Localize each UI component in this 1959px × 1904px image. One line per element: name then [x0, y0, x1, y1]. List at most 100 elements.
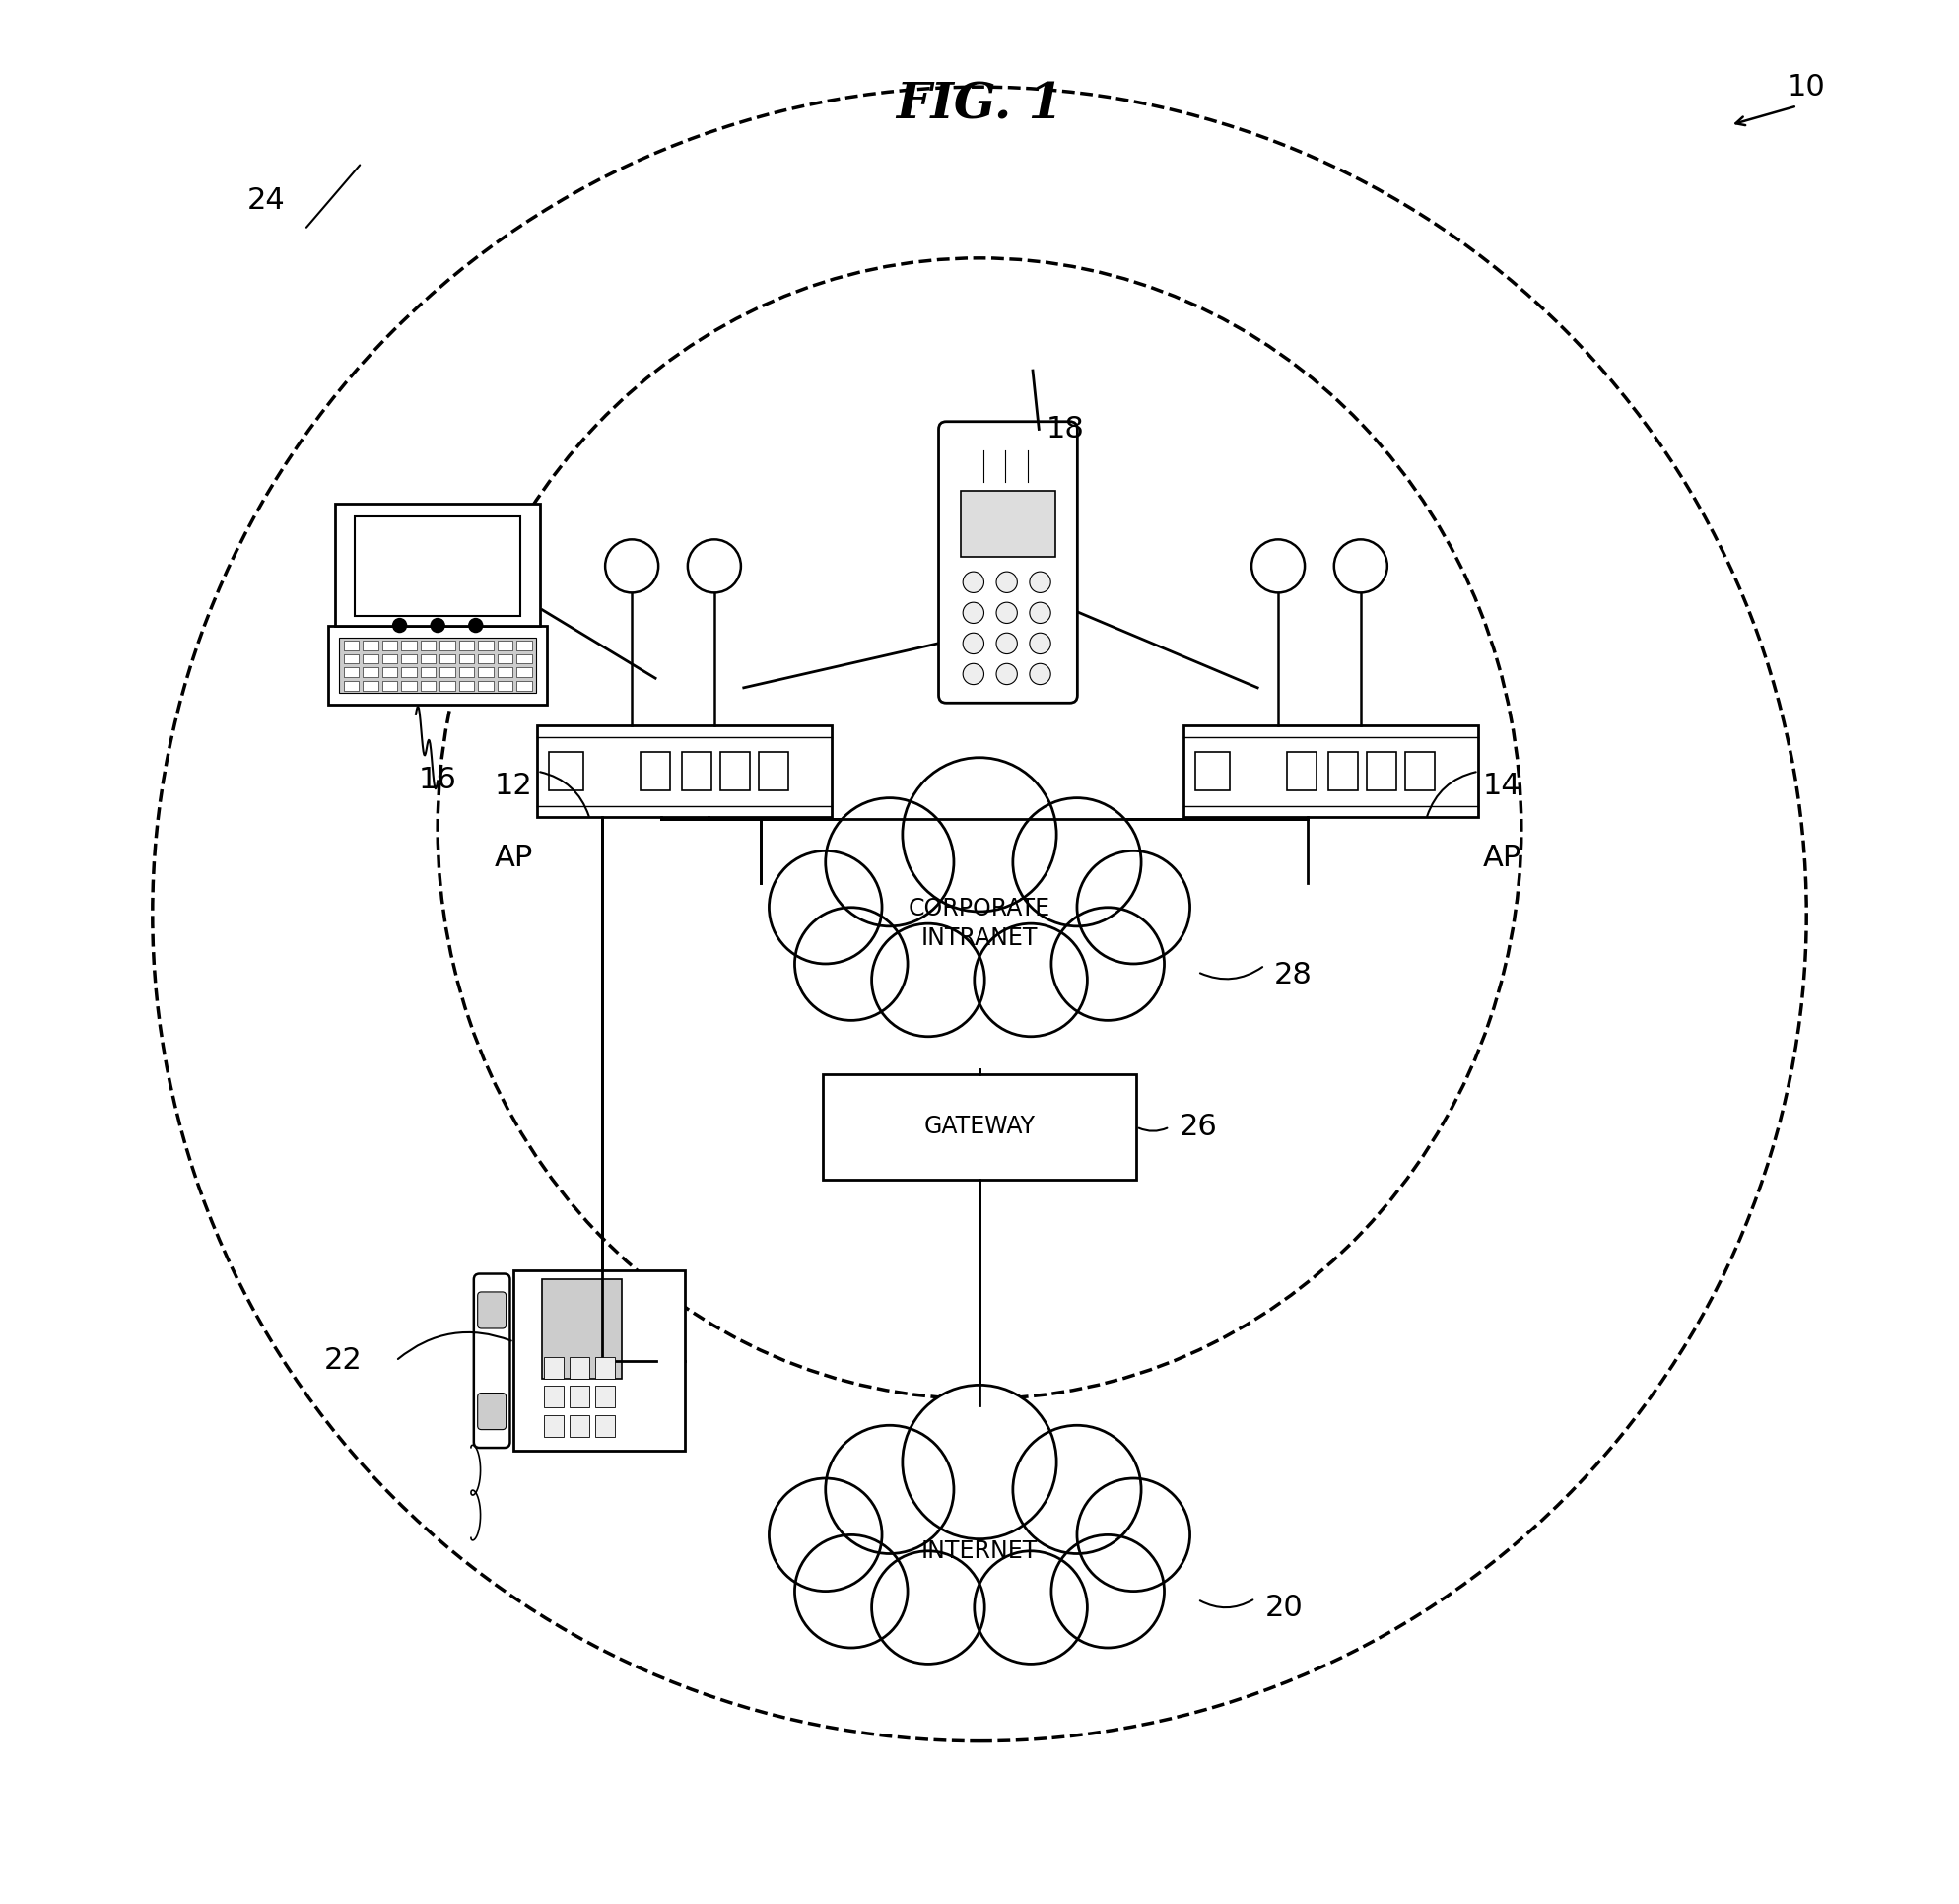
Circle shape [1013, 798, 1142, 925]
FancyBboxPatch shape [441, 653, 454, 663]
Circle shape [903, 1384, 1056, 1538]
FancyBboxPatch shape [938, 421, 1077, 703]
FancyBboxPatch shape [339, 638, 537, 693]
FancyBboxPatch shape [517, 653, 533, 663]
Circle shape [795, 1535, 907, 1647]
FancyBboxPatch shape [335, 505, 541, 625]
FancyBboxPatch shape [596, 1415, 615, 1438]
FancyBboxPatch shape [382, 640, 398, 649]
Text: CORPORATE
INTRANET: CORPORATE INTRANET [909, 897, 1050, 950]
FancyBboxPatch shape [402, 682, 417, 691]
Text: AP: AP [1483, 843, 1522, 872]
Circle shape [1052, 908, 1164, 1021]
FancyBboxPatch shape [1328, 752, 1358, 790]
FancyBboxPatch shape [570, 1358, 590, 1378]
FancyBboxPatch shape [1195, 752, 1230, 790]
FancyBboxPatch shape [362, 653, 378, 663]
FancyBboxPatch shape [478, 653, 494, 663]
FancyBboxPatch shape [474, 1274, 509, 1447]
Text: 28: 28 [1273, 960, 1313, 988]
Circle shape [1030, 602, 1050, 623]
Circle shape [903, 758, 1056, 912]
FancyBboxPatch shape [498, 640, 513, 649]
FancyBboxPatch shape [362, 640, 378, 649]
FancyBboxPatch shape [823, 1074, 1136, 1179]
Circle shape [974, 923, 1087, 1036]
FancyBboxPatch shape [962, 491, 1056, 556]
FancyBboxPatch shape [498, 668, 513, 678]
FancyBboxPatch shape [545, 1386, 562, 1407]
Circle shape [1030, 663, 1050, 685]
FancyBboxPatch shape [382, 682, 398, 691]
FancyBboxPatch shape [421, 682, 437, 691]
Ellipse shape [799, 843, 1160, 1003]
Circle shape [997, 632, 1017, 653]
FancyBboxPatch shape [382, 668, 398, 678]
FancyBboxPatch shape [478, 640, 494, 649]
FancyBboxPatch shape [458, 653, 474, 663]
FancyBboxPatch shape [478, 1293, 505, 1329]
Circle shape [825, 798, 954, 925]
FancyBboxPatch shape [458, 682, 474, 691]
FancyBboxPatch shape [498, 653, 513, 663]
FancyBboxPatch shape [343, 682, 358, 691]
Circle shape [872, 923, 985, 1036]
Text: 12: 12 [494, 771, 533, 800]
FancyBboxPatch shape [545, 1415, 562, 1438]
FancyBboxPatch shape [458, 640, 474, 649]
FancyBboxPatch shape [441, 682, 454, 691]
Circle shape [431, 617, 445, 632]
Text: 24: 24 [247, 187, 286, 215]
Circle shape [864, 792, 1095, 1022]
FancyBboxPatch shape [517, 640, 533, 649]
Circle shape [392, 617, 407, 632]
Circle shape [1052, 1535, 1164, 1647]
FancyBboxPatch shape [421, 653, 437, 663]
Circle shape [864, 1418, 1095, 1651]
FancyBboxPatch shape [343, 640, 358, 649]
Ellipse shape [799, 1470, 1160, 1632]
Text: GATEWAY: GATEWAY [925, 1116, 1034, 1139]
FancyBboxPatch shape [545, 1358, 562, 1378]
Text: 20: 20 [1266, 1594, 1303, 1622]
FancyBboxPatch shape [421, 668, 437, 678]
Circle shape [795, 908, 907, 1021]
FancyBboxPatch shape [1183, 725, 1479, 817]
Text: 18: 18 [1046, 415, 1085, 444]
Circle shape [1077, 851, 1189, 963]
Text: 10: 10 [1787, 72, 1826, 101]
FancyBboxPatch shape [458, 668, 474, 678]
Circle shape [1030, 632, 1050, 653]
Circle shape [468, 617, 484, 632]
Circle shape [1030, 571, 1050, 592]
FancyBboxPatch shape [537, 725, 833, 817]
FancyBboxPatch shape [362, 682, 378, 691]
FancyBboxPatch shape [721, 752, 750, 790]
Circle shape [770, 1478, 882, 1592]
FancyBboxPatch shape [441, 640, 454, 649]
FancyBboxPatch shape [1367, 752, 1397, 790]
FancyBboxPatch shape [596, 1358, 615, 1378]
Text: 22: 22 [323, 1346, 362, 1375]
Text: 14: 14 [1483, 771, 1522, 800]
FancyBboxPatch shape [513, 1270, 686, 1451]
FancyBboxPatch shape [478, 668, 494, 678]
Circle shape [997, 602, 1017, 623]
Circle shape [964, 632, 983, 653]
FancyBboxPatch shape [402, 668, 417, 678]
Circle shape [964, 571, 983, 592]
Text: AP: AP [494, 843, 533, 872]
FancyBboxPatch shape [343, 668, 358, 678]
FancyBboxPatch shape [402, 653, 417, 663]
FancyBboxPatch shape [478, 682, 494, 691]
FancyBboxPatch shape [517, 668, 533, 678]
Circle shape [1077, 1478, 1189, 1592]
Circle shape [997, 571, 1017, 592]
FancyBboxPatch shape [570, 1415, 590, 1438]
FancyBboxPatch shape [758, 752, 788, 790]
FancyBboxPatch shape [1405, 752, 1434, 790]
Circle shape [872, 1552, 985, 1664]
FancyBboxPatch shape [549, 752, 584, 790]
Text: INTERNET: INTERNET [921, 1538, 1038, 1563]
Circle shape [964, 663, 983, 685]
